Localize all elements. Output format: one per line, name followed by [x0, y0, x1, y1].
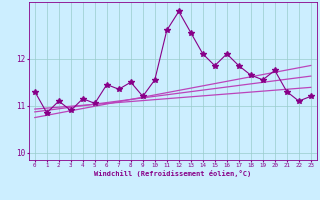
- X-axis label: Windchill (Refroidissement éolien,°C): Windchill (Refroidissement éolien,°C): [94, 170, 252, 177]
